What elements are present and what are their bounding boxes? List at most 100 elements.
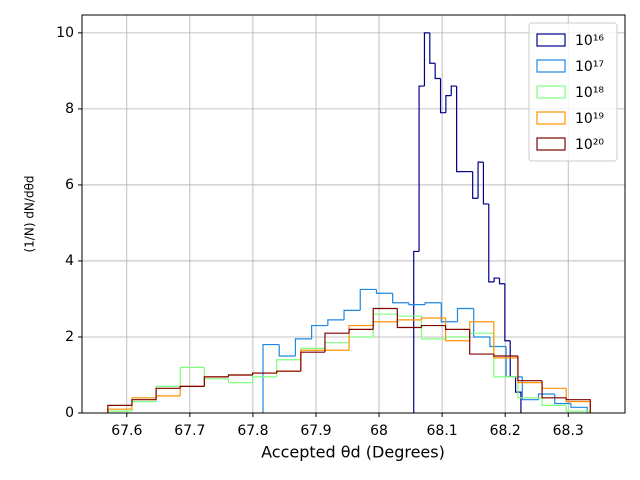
histogram-bin <box>429 32 436 64</box>
histogram-bin <box>131 399 157 406</box>
histogram-bin <box>343 309 361 320</box>
histogram-bin <box>348 328 374 334</box>
histogram-bin <box>372 313 398 337</box>
histogram-bin <box>505 346 523 378</box>
legend-label: 10¹⁷ <box>575 59 604 75</box>
histogram-bin <box>131 400 157 412</box>
histogram-bin <box>413 250 420 413</box>
histogram-bin <box>420 324 446 328</box>
histogram-bin <box>473 308 490 338</box>
y-tick-label: 4 <box>65 253 74 269</box>
x-tick-label: 68.1 <box>427 423 458 439</box>
x-tick-label: 68.2 <box>490 423 521 439</box>
histogram-bin <box>489 336 507 348</box>
y-tick-label: 0 <box>65 405 74 421</box>
histogram-bin <box>541 382 567 389</box>
series <box>107 307 591 413</box>
histogram-bin <box>565 397 591 413</box>
histogram-bin <box>396 319 422 322</box>
histogram-bin <box>472 171 479 199</box>
histogram-bin <box>504 283 511 342</box>
histogram-bin <box>396 314 422 317</box>
histogram-bin <box>372 307 398 330</box>
histogram-bin <box>423 32 430 87</box>
histogram-bin <box>541 397 567 406</box>
histogram-bin <box>456 86 462 173</box>
histogram-bin <box>311 324 328 339</box>
histogram-bin <box>444 336 470 339</box>
histogram-bin <box>509 340 516 378</box>
x-tick-label: 67.9 <box>300 423 331 439</box>
histogram-bin <box>439 78 446 114</box>
histogram-bin <box>276 359 301 377</box>
series <box>262 288 588 413</box>
y-tick-label: 6 <box>65 177 74 193</box>
legend-label: 10¹⁶ <box>575 33 604 49</box>
histogram-bin <box>424 302 442 305</box>
histogram-bin <box>251 372 277 375</box>
histogram-bin <box>477 161 484 199</box>
legend-swatch <box>536 33 566 47</box>
histogram-bin <box>155 387 181 400</box>
histogram-bin <box>488 203 495 283</box>
histogram-bin <box>131 397 157 410</box>
histogram-bin <box>434 63 441 80</box>
histogram-bin <box>444 325 470 330</box>
x-axis-label: Accepted θd (Degrees) <box>261 443 445 462</box>
histogram-bin <box>203 376 229 387</box>
x-tick-label: 67.7 <box>174 423 205 439</box>
legend-swatch <box>536 111 566 125</box>
legend-label: 10¹⁹ <box>575 111 604 127</box>
histogram-bin <box>537 393 555 400</box>
legend-label: 10¹⁸ <box>575 85 604 101</box>
histogram-bin <box>179 385 205 389</box>
histogram-bin <box>420 317 446 320</box>
histogram-bin <box>300 351 325 372</box>
histogram-bin <box>521 376 539 401</box>
histogram-bin <box>456 307 474 322</box>
histogram-bin <box>327 319 345 326</box>
histogram-bin <box>179 366 205 387</box>
histogram-bin <box>517 376 543 399</box>
histogram-bin <box>517 355 543 382</box>
histogram-bin <box>300 349 325 372</box>
histogram-bin <box>359 288 377 311</box>
legend-swatch <box>536 59 566 73</box>
y-tick-label: 10 <box>56 25 74 41</box>
x-tick-label: 68 <box>370 423 388 439</box>
histogram-bin <box>179 385 205 396</box>
y-tick-label: 8 <box>65 101 74 117</box>
histogram-bin <box>554 393 571 405</box>
histogram-bin <box>498 278 505 285</box>
histogram-bin <box>420 316 446 340</box>
histogram-bin <box>372 321 398 326</box>
histogram-bin <box>450 85 457 96</box>
x-tick-label: 67.6 <box>111 423 142 439</box>
histogram-bin <box>348 324 374 351</box>
histogram-bin <box>278 344 296 357</box>
histogram-bin <box>482 162 489 205</box>
histogram-bin <box>570 403 588 413</box>
x-tick-label: 68.3 <box>553 423 584 439</box>
histogram-bin <box>375 289 393 294</box>
histogram-bin <box>262 343 280 413</box>
histogram-bin <box>517 357 543 384</box>
y-axis-label: (1/N) dN/dθd <box>23 175 37 252</box>
histogram-bin <box>227 378 253 384</box>
histogram-bin <box>324 332 350 353</box>
histogram-bin <box>227 374 253 377</box>
histogram-bin <box>418 85 425 252</box>
histogram-bin <box>541 380 567 399</box>
y-tick-label: 2 <box>65 329 74 345</box>
histogram-bin <box>324 342 350 349</box>
legend: 10¹⁶ 10¹⁷ 10¹⁸ 10¹⁹ 10²⁰ <box>528 22 618 162</box>
histogram-bin <box>408 302 426 306</box>
histogram-bin <box>251 376 277 383</box>
histogram-bin <box>469 329 494 355</box>
histogram-bin <box>396 308 422 329</box>
histogram-bin <box>440 302 458 323</box>
histogram-bin <box>155 395 181 398</box>
histogram-bin <box>493 354 518 357</box>
histogram-bin <box>493 277 500 282</box>
histogram-bin <box>493 321 518 359</box>
